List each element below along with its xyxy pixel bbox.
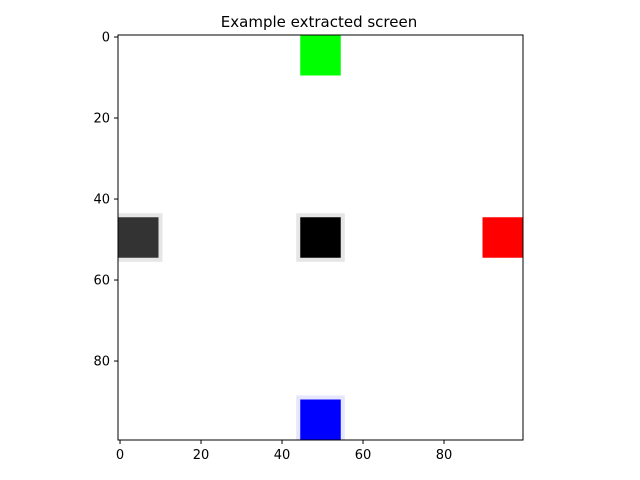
y-axis: 0 20 40 60 80 [93, 31, 118, 370]
red-square [482, 217, 523, 258]
green-square [300, 35, 341, 76]
axes-frame [117, 34, 524, 441]
black-square [300, 217, 341, 258]
y-tick-label: 20 [93, 112, 110, 127]
x-tick-label: 80 [436, 448, 453, 463]
x-tick-label: 20 [193, 448, 210, 463]
image-plot-area [117, 34, 524, 441]
y-tick-label: 40 [93, 193, 110, 208]
y-tick-label: 60 [93, 274, 110, 289]
blue-square [300, 399, 341, 440]
y-tick-label: 80 [93, 355, 110, 370]
x-tick-label: 0 [116, 448, 124, 463]
x-axis: 0 20 40 60 80 [116, 440, 452, 463]
chart-title: Example extracted screen [221, 13, 417, 31]
y-tick-label: 0 [102, 31, 110, 46]
gray-square [118, 217, 159, 258]
x-tick-label: 40 [274, 448, 291, 463]
x-tick-label: 60 [355, 448, 372, 463]
